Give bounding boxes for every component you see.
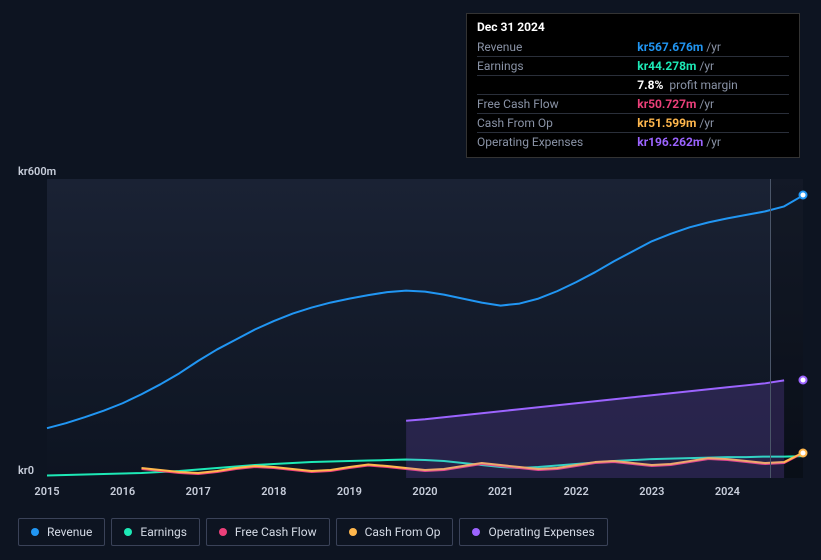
y-tick: kr600m [18, 165, 56, 178]
x-tick: 2018 [261, 485, 286, 498]
legend-item-revenue[interactable]: Revenue [18, 518, 105, 546]
legend-label: Cash From Op [365, 525, 441, 539]
tooltip-table: Revenuekr567.676m/yrEarningskr44.278m/yr… [477, 38, 789, 151]
tooltip-row-value: kr567.676m/yr [637, 38, 789, 57]
legend-item-fcf[interactable]: Free Cash Flow [206, 518, 330, 546]
tooltip-row-value: kr196.262m/yr [637, 133, 789, 152]
chart-legend: Revenue Earnings Free Cash Flow Cash From O… [18, 518, 608, 546]
legend-dot [349, 528, 357, 536]
x-tick: 2020 [412, 485, 437, 498]
marker-opex [799, 376, 808, 385]
marker-revenue [799, 191, 808, 200]
legend-dot [124, 528, 132, 536]
x-tick: 2022 [564, 485, 589, 498]
chart-tooltip: Dec 31 2024 Revenuekr567.676m/yrEarnings… [466, 13, 800, 158]
tooltip-row-label: Revenue [477, 38, 637, 57]
legend-label: Free Cash Flow [235, 525, 317, 539]
tooltip-row-label: Cash From Op [477, 114, 637, 133]
x-tick: 2016 [110, 485, 135, 498]
highlight-line [770, 179, 771, 478]
legend-dot [219, 528, 227, 536]
tooltip-row: Cash From Opkr51.599m/yr [477, 114, 789, 133]
tooltip-row-value: kr50.727m/yr [637, 95, 789, 114]
x-tick: 2017 [186, 485, 211, 498]
tooltip-row: Free Cash Flowkr50.727m/yr [477, 95, 789, 114]
x-tick: 2024 [715, 485, 740, 498]
tooltip-row: Operating Expenseskr196.262m/yr [477, 133, 789, 152]
tooltip-row-label: Free Cash Flow [477, 95, 637, 114]
tooltip-row: Earningskr44.278m/yr [477, 57, 789, 76]
x-tick: 2019 [337, 485, 362, 498]
tooltip-row-value: kr44.278m/yr [637, 57, 789, 76]
marker-cfo [799, 448, 808, 457]
legend-label: Operating Expenses [488, 525, 594, 539]
legend-dot [472, 528, 480, 536]
legend-label: Revenue [47, 525, 92, 539]
legend-dot [31, 528, 39, 536]
tooltip-row-margin: 7.8% profit margin [477, 76, 789, 95]
legend-label: Earnings [140, 525, 187, 539]
x-tick: 2021 [488, 485, 513, 498]
tooltip-title: Dec 31 2024 [477, 20, 789, 34]
area-opex [406, 380, 784, 478]
x-tick: 2023 [639, 485, 664, 498]
x-tick: 2015 [34, 485, 59, 498]
legend-item-cfo[interactable]: Cash From Op [336, 518, 454, 546]
tooltip-row-label: Operating Expenses [477, 133, 637, 152]
tooltip-row: Revenuekr567.676m/yr [477, 38, 789, 57]
tooltip-row-label: Earnings [477, 57, 637, 76]
y-tick: kr0 [18, 464, 34, 477]
legend-item-opex[interactable]: Operating Expenses [459, 518, 607, 546]
tooltip-row-value: kr51.599m/yr [637, 114, 789, 133]
series-svg [47, 179, 803, 478]
legend-item-earnings[interactable]: Earnings [111, 518, 200, 546]
